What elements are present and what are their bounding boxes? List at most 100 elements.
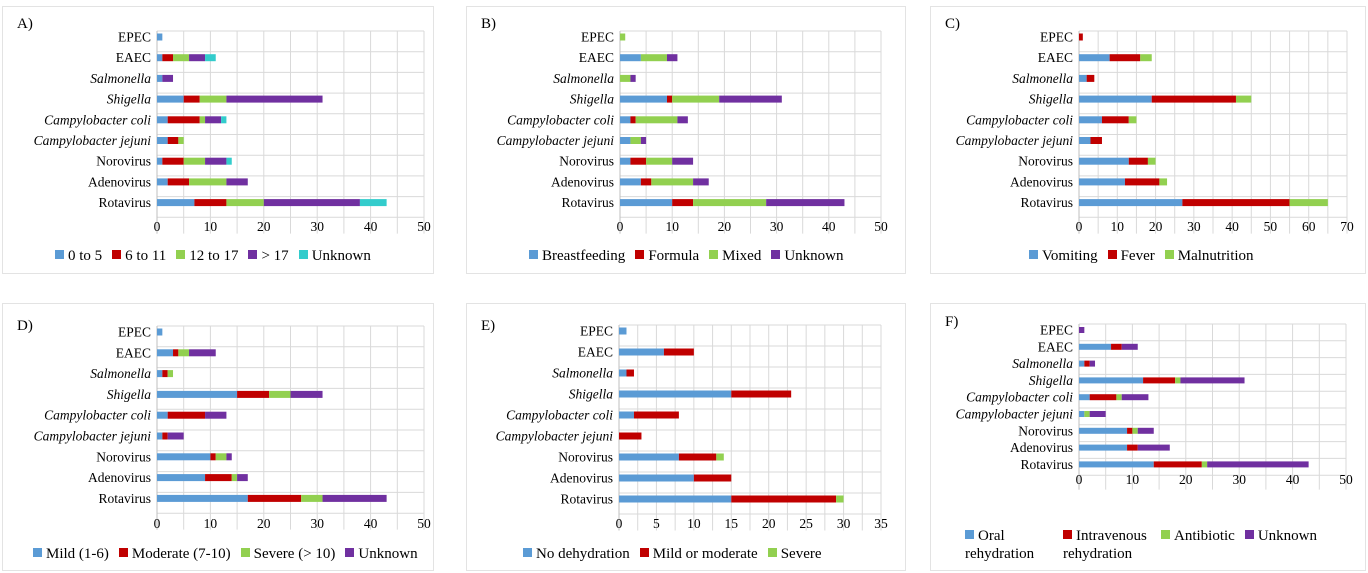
category-label: EPEC	[1040, 30, 1073, 45]
bar-segment	[173, 54, 190, 62]
bar-segment	[672, 199, 694, 207]
bar-segment	[157, 328, 163, 336]
category-label: Rotavirus	[1021, 195, 1074, 210]
category-label: EPEC	[580, 324, 613, 339]
bar-segment	[1207, 461, 1309, 468]
panel-label: D)	[17, 318, 33, 334]
bar-segment	[1086, 74, 1095, 82]
x-tick-label: 0	[154, 516, 161, 531]
x-tick-label: 40	[1225, 219, 1239, 234]
bar-segment	[157, 157, 163, 165]
bar-segment	[167, 411, 206, 419]
bar-segment	[620, 116, 631, 124]
legend-swatch	[771, 250, 781, 259]
category-label: Norovirus	[96, 449, 151, 464]
legend-swatch	[1161, 530, 1170, 539]
bar-segment	[666, 95, 673, 103]
x-tick-label: 10	[204, 516, 218, 531]
legend-swatch	[55, 250, 64, 259]
bar-segment	[162, 370, 168, 378]
bar-segment	[1079, 74, 1087, 82]
legend-label: Antibiotic	[1174, 528, 1235, 544]
x-tick-label: 30	[770, 219, 784, 234]
legend-item: Fever	[1107, 247, 1155, 265]
bar-segment	[836, 495, 844, 503]
x-tick-label: 50	[874, 219, 888, 234]
bar-segment	[1143, 377, 1176, 384]
bar-segment	[1180, 377, 1245, 384]
legend: No dehydration Mild or moderate Severe	[523, 545, 832, 563]
bar-segment	[1084, 360, 1090, 367]
legend-label: > 17	[261, 248, 289, 264]
bar-segment	[646, 157, 673, 165]
bar-segment	[1079, 33, 1083, 41]
gridlines	[1078, 30, 1348, 234]
bar-segment	[678, 453, 717, 461]
bar-segment	[1079, 178, 1125, 186]
bar-segment	[766, 199, 845, 207]
x-tick-label: 50	[417, 219, 431, 234]
stacked-bar-chart: 0 10 20 30 40 50 EPEC EAEC Salmonella Shigella Cam…	[34, 30, 431, 235]
bar-segment	[157, 411, 168, 419]
bar-segment	[157, 116, 168, 124]
bar-segment	[157, 494, 248, 502]
x-tick-label: 30	[310, 516, 324, 531]
x-tick-label: 30	[837, 516, 851, 531]
bar-segment	[619, 390, 732, 398]
legend: Breastfeeding Formula Mixed Unknown	[529, 247, 854, 265]
bar-segment	[626, 369, 634, 377]
category-label: EPEC	[118, 325, 151, 340]
legend-item: Unknown	[771, 247, 844, 265]
bar-segment	[205, 116, 222, 124]
category-label: Adenovirus	[551, 174, 614, 189]
x-tick-label: 20	[257, 219, 271, 234]
bar-segment	[693, 474, 732, 482]
bar-segment	[1159, 178, 1168, 186]
category-label: Norovirus	[558, 450, 613, 465]
category-label: Norovirus	[96, 154, 151, 169]
category-label: Shigella	[107, 92, 151, 107]
bar-segment	[1201, 461, 1208, 468]
x-tick-label: 20	[1179, 472, 1193, 487]
bar-segment	[693, 199, 767, 207]
category-label: Shigella	[569, 387, 613, 402]
legend-label: Unknown	[1257, 528, 1317, 544]
bar-segment	[162, 432, 168, 440]
bar-segment	[1147, 157, 1156, 165]
bar-segment	[322, 494, 387, 502]
bar-segment	[635, 116, 678, 124]
bar-segment	[157, 95, 184, 103]
category-label: Adenovirus	[88, 470, 151, 485]
bar-segment	[290, 390, 323, 398]
x-tick-label: 50	[1339, 472, 1353, 487]
legend-label: 0 to 5	[68, 248, 103, 264]
category-label: Rotavirus	[562, 195, 615, 210]
panel-b: B) 0 10 20 30 40 50 EPEC EAEC Salmonella Shigella…	[466, 6, 906, 274]
category-label: Adenovirus	[1010, 174, 1073, 189]
category-label: Shigella	[1029, 373, 1073, 388]
bar-segment	[162, 157, 184, 165]
x-tick-label: 25	[799, 516, 813, 531]
category-label: Campylobacter coli	[966, 112, 1073, 127]
bar-segment	[619, 495, 732, 503]
bar-segment	[1079, 360, 1085, 367]
bar-segment	[167, 116, 200, 124]
bar-segment	[189, 178, 227, 186]
category-label: Adenovirus	[1010, 440, 1073, 455]
bar-segment	[731, 390, 792, 398]
x-tick-label: 10	[204, 219, 218, 234]
bar-segment	[1079, 327, 1085, 333]
x-tick-label: 0	[1076, 472, 1083, 487]
category-label: Rotavirus	[1021, 457, 1074, 472]
bar-segment	[620, 137, 631, 144]
legend-swatch	[118, 548, 128, 557]
bar-segment	[167, 370, 174, 378]
bar-segment	[620, 199, 673, 207]
category-label: Rotavirus	[561, 492, 614, 507]
legend-item: 6 to 11	[112, 247, 166, 265]
legend-item: Severe	[767, 545, 822, 563]
legend-item: Mild or moderate	[639, 545, 758, 563]
bar-segment	[1089, 411, 1106, 417]
bar-segment	[672, 157, 694, 165]
legend-swatch	[345, 548, 355, 557]
